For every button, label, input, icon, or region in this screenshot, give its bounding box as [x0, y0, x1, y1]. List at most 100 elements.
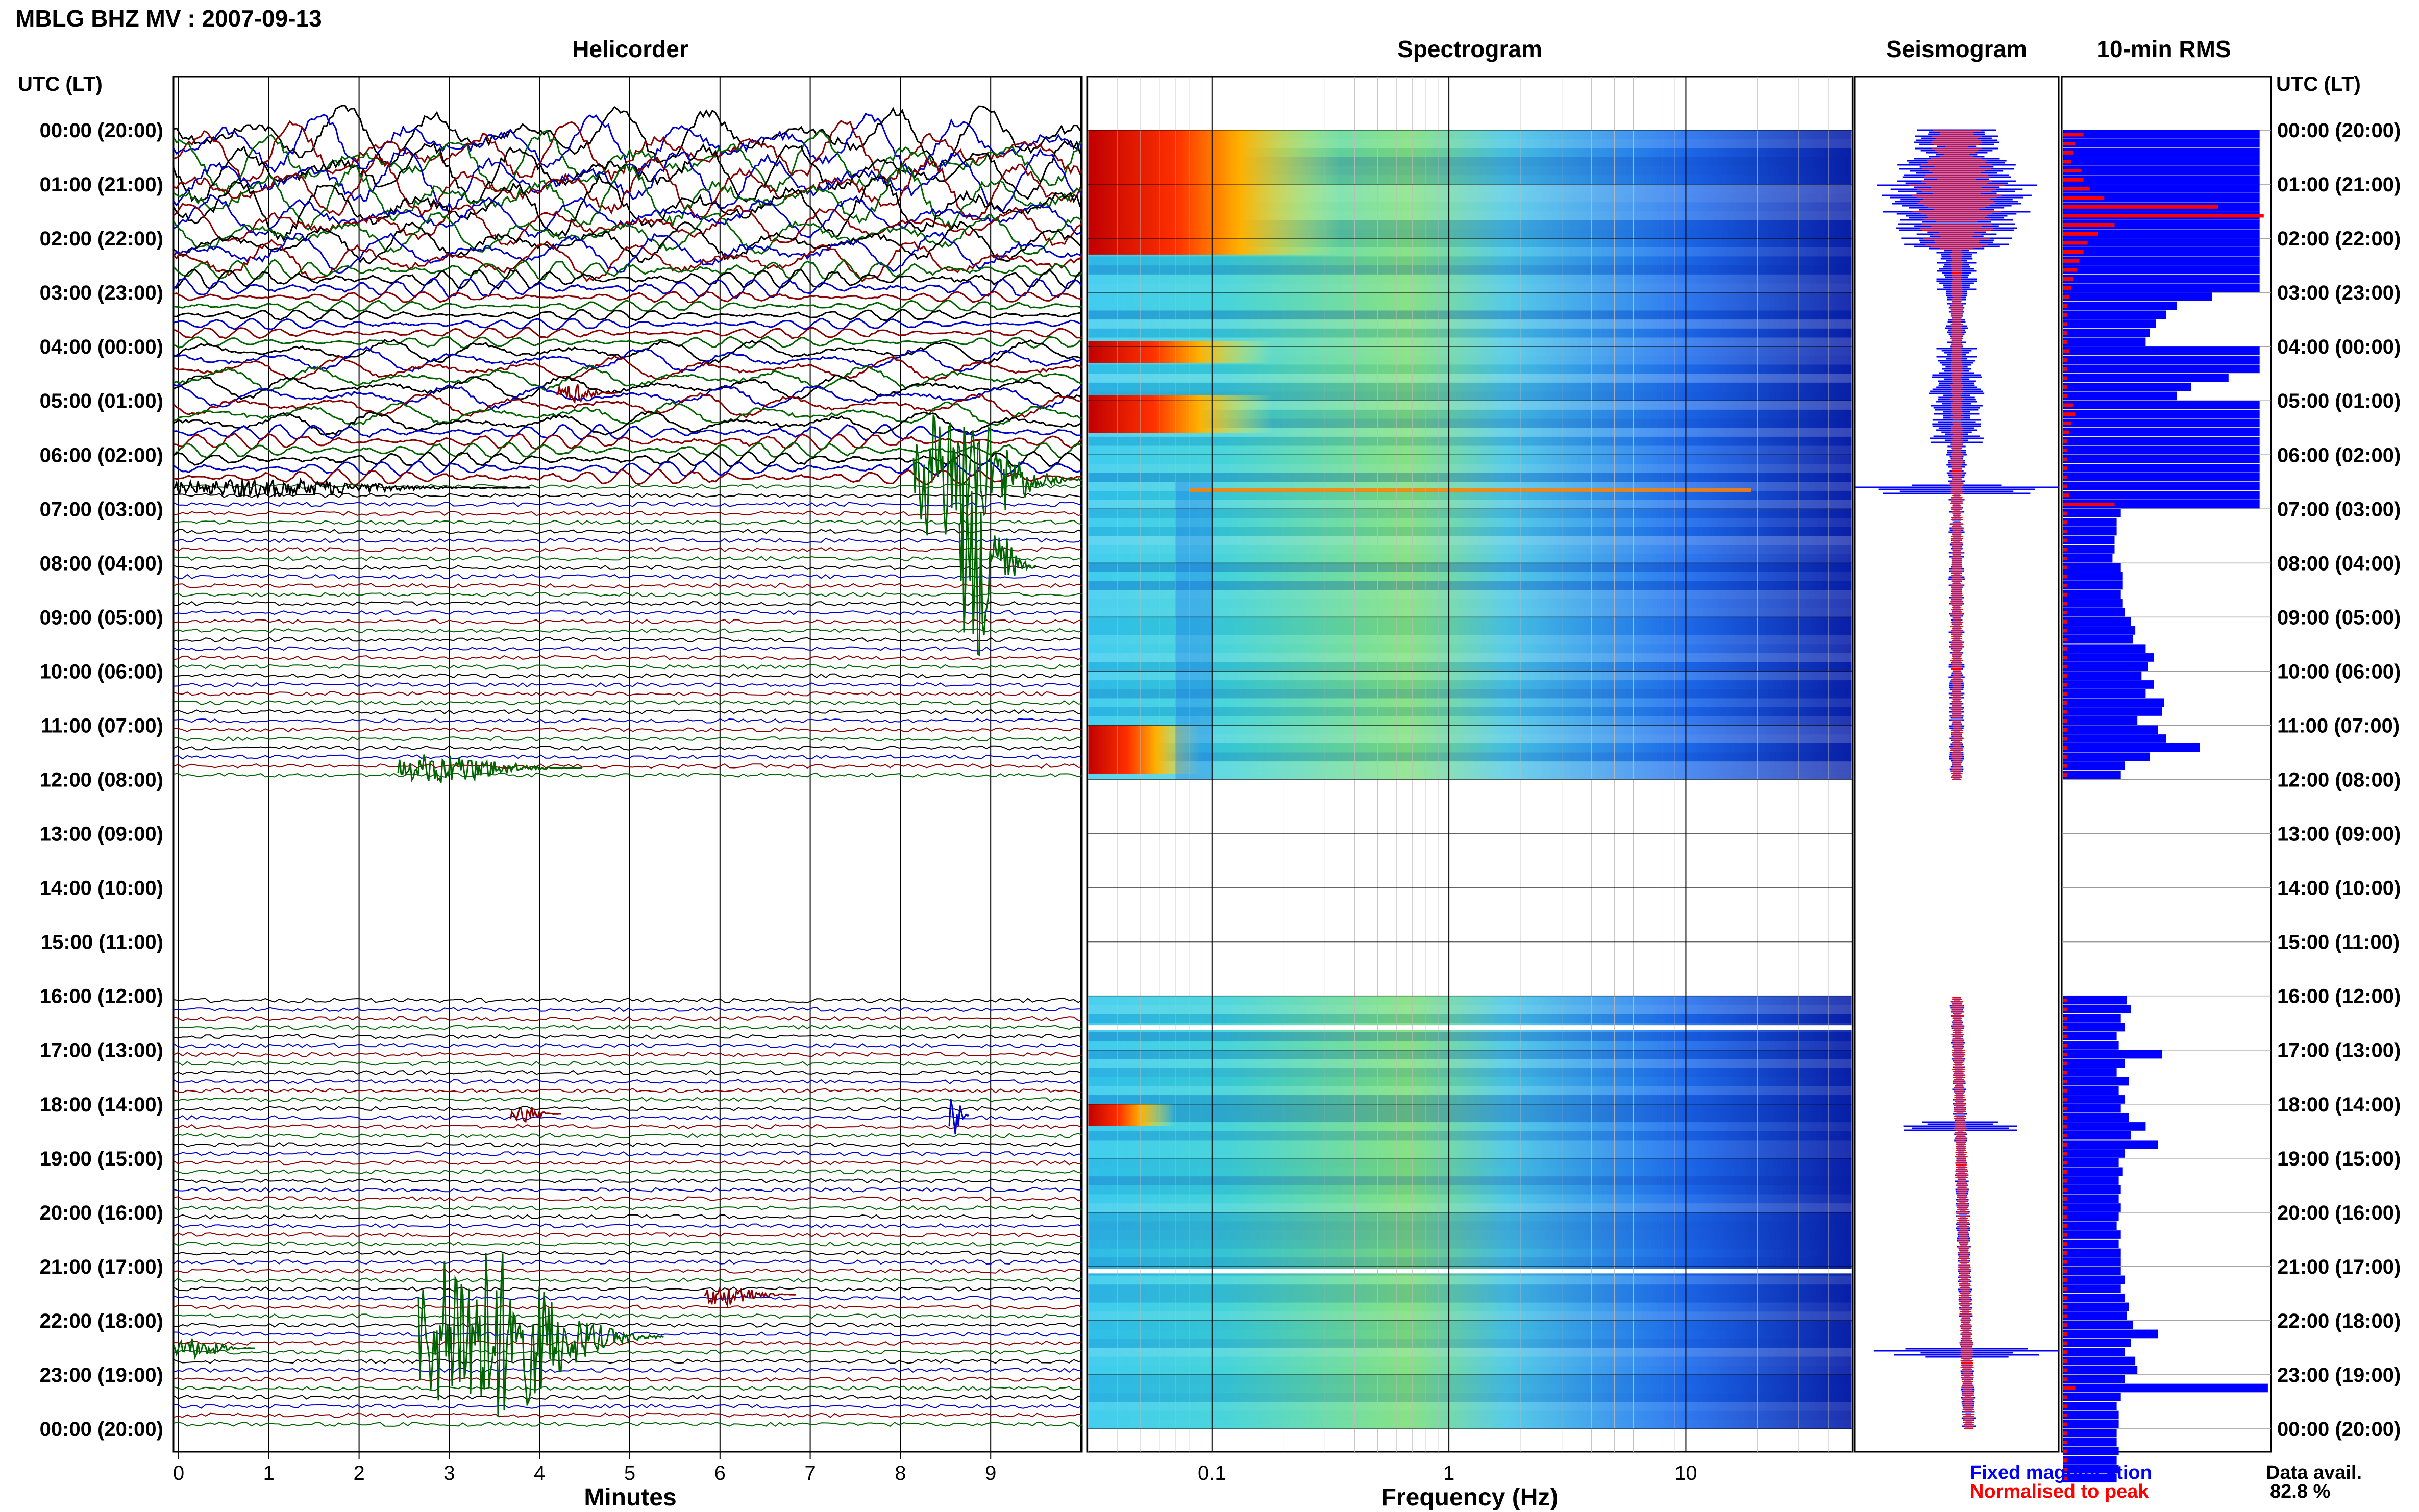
spectrogram-row	[1088, 473, 1852, 482]
rms-normalised-bar	[2063, 1440, 2067, 1445]
spectrogram-row	[1088, 1149, 1852, 1158]
time-tick-label: 04:00 (00:00)	[40, 336, 163, 358]
spectrogram-row	[1088, 1339, 1852, 1348]
rms-fixed-bar	[2063, 1203, 2121, 1212]
rms-fixed-bar	[2063, 238, 2260, 247]
rms-fixed-bar	[2063, 319, 2156, 328]
rms-normalised-bar	[2063, 728, 2067, 732]
rms-fixed-bar	[2063, 148, 2260, 157]
spectrogram-row	[1088, 364, 1852, 374]
spectrogram-row	[1088, 500, 1852, 509]
helicorder-trace	[174, 1025, 1082, 1030]
spectrogram-row	[1088, 292, 1852, 302]
spectrogram-row	[1088, 1329, 1852, 1339]
rms-fixed-bar	[2063, 166, 2260, 175]
helicorder-trace	[174, 492, 1082, 499]
rms-fixed-bar	[2063, 1275, 2125, 1284]
rms-normalised-bar	[2063, 602, 2067, 606]
spectrogram-row	[1088, 1212, 1852, 1222]
rms-fixed-bar	[2063, 1393, 2121, 1402]
rms-normalised-bar	[2063, 529, 2067, 534]
rms-fixed-bar	[2063, 698, 2164, 707]
spectrogram-row	[1088, 1005, 1852, 1014]
helicorder-trace	[174, 1115, 1082, 1121]
rms-normalised-bar	[2063, 737, 2067, 741]
helicorder-trace	[174, 1214, 1082, 1220]
spectrogram-row	[1088, 1347, 1852, 1357]
helicorder-trace	[174, 601, 1082, 606]
rms-fixed-bar	[2063, 139, 2260, 148]
rms-fixed-bar	[2063, 544, 2115, 554]
spectrogram-row	[1088, 401, 1852, 410]
helicorder-trace	[174, 1034, 1082, 1039]
rms-normalised-bar	[2063, 493, 2069, 498]
time-tick-label: 21:00 (17:00)	[40, 1256, 163, 1278]
helicorder-trace	[174, 691, 1082, 697]
helicorder-trace	[174, 174, 1082, 242]
helicorder-trace	[174, 1061, 1082, 1067]
time-tick-label: 17:00 (13:00)	[2277, 1039, 2401, 1062]
left-time-tick-labels: 00:00 (20:00) 01:00 (21:00) 02:00 (22:00) 0…	[40, 119, 163, 1441]
helicorder-trace	[174, 146, 1082, 212]
rms-fixed-bar	[2063, 707, 2162, 716]
time-tick-label: 06:00 (02:00)	[2277, 444, 2401, 466]
spectrogram-row	[1088, 382, 1852, 392]
rms-normalised-bar	[2063, 1170, 2067, 1174]
rms-fixed-bar	[2063, 1329, 2158, 1339]
spectrogram-row	[1088, 544, 1852, 554]
rms-normalised-bar	[2063, 1242, 2067, 1246]
helicorder-trace	[174, 1196, 1082, 1202]
helicorder-trace	[174, 700, 1082, 706]
helicorder-trace	[174, 308, 1082, 322]
rms-normalised-bar	[2063, 701, 2067, 705]
time-tick-label: 16:00 (12:00)	[2277, 985, 2401, 1008]
helicorder-trace	[174, 547, 1082, 553]
helicorder-trace	[174, 1304, 1082, 1310]
helicorder-trace	[174, 317, 1082, 331]
helicorder-trace	[174, 112, 1082, 177]
rms-normalised-bar	[2063, 1061, 2067, 1065]
time-tick-label: 13:00 (09:00)	[40, 823, 163, 846]
rms-fixed-bar	[2063, 635, 2133, 644]
rms-normalised-bar	[2063, 1422, 2067, 1426]
rms-normalised-bar	[2063, 1215, 2067, 1219]
time-tick-label: 10:00 (06:00)	[2277, 660, 2401, 683]
helicorder-trace	[174, 258, 1082, 280]
rms-normalised-bar	[2063, 1134, 2067, 1138]
minute-tick-label: 5	[624, 1462, 635, 1484]
rms-fixed-bar	[2063, 355, 2260, 364]
spectrogram-row	[1088, 1248, 1852, 1258]
spectrogram-row	[1088, 563, 1852, 573]
spectrogram-row	[1088, 1041, 1852, 1050]
rms-fixed-bar	[2063, 1122, 2146, 1131]
rms-normalised-bar	[2063, 629, 2067, 633]
right-time-tick-labels: 00:00 (20:00) 01:00 (21:00) 02:00 (22:00) 0…	[2277, 119, 2401, 1441]
rms-normalised-bar	[2063, 538, 2067, 542]
rms-fixed-bar	[2063, 482, 2260, 490]
rms-normalised-bar	[2063, 358, 2067, 362]
helicorder-trace	[174, 565, 1082, 571]
time-tick-label: 22:00 (18:00)	[2277, 1310, 2401, 1332]
rms-fixed-bar	[2063, 1401, 2117, 1410]
rms-normalised-bar	[2063, 160, 2071, 164]
rms-normalised-bar	[2063, 565, 2067, 569]
time-tick-label: 00:00 (20:00)	[2277, 1418, 2401, 1441]
rms-normalised-bar	[2063, 466, 2067, 470]
time-tick-label: 01:00 (21:00)	[40, 173, 163, 196]
rms-normalised-bar	[2063, 1449, 2067, 1453]
rms-normalised-bar	[2063, 1404, 2067, 1408]
helicorder-trace	[174, 1268, 1082, 1274]
rms-fixed-bar	[2063, 1248, 2121, 1257]
spectrogram-row	[1088, 590, 1852, 600]
rms-normalised-bar	[2063, 286, 2071, 290]
rms-normalised-bar	[2063, 349, 2069, 353]
time-tick-label: 02:00 (22:00)	[2277, 228, 2401, 250]
rms-normalised-bar	[2063, 755, 2067, 759]
minute-tick-label: 2	[353, 1462, 364, 1484]
rms-fixed-bar	[2063, 473, 2260, 482]
spectrogram-row	[1088, 391, 1852, 401]
seismogram-title: Seismogram	[1886, 36, 2027, 62]
rms-fixed-bar	[2063, 680, 2154, 689]
spectrogram-hot-region	[1088, 725, 1201, 774]
rms-fixed-bar	[2063, 1041, 2119, 1050]
